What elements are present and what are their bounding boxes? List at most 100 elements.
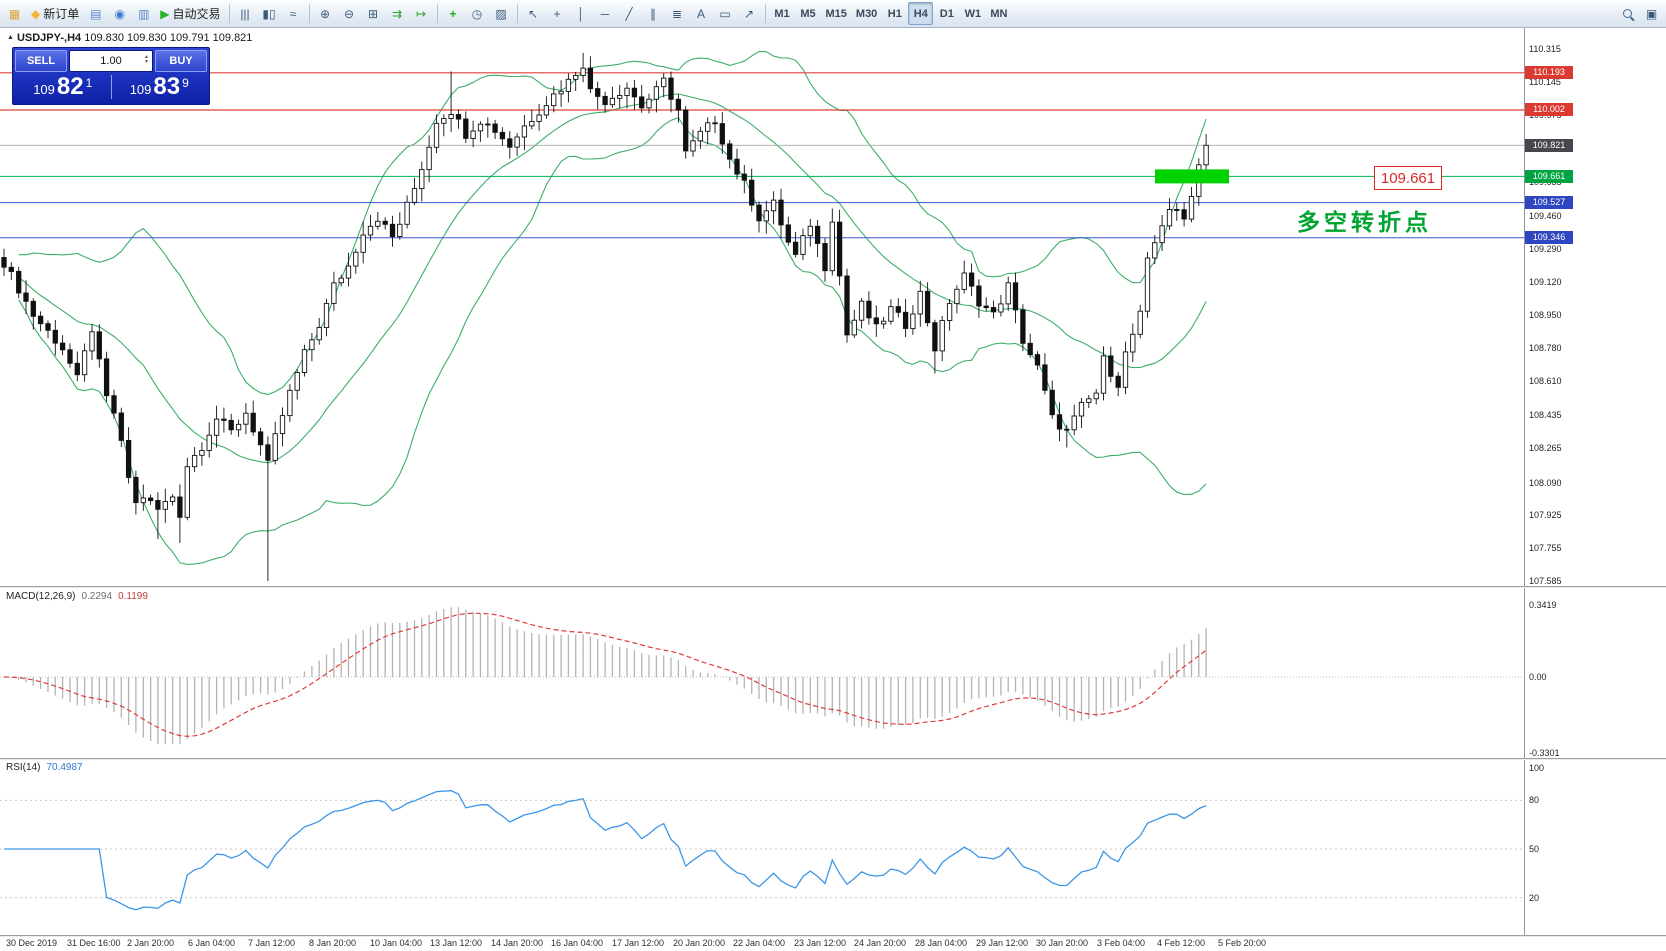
rsi-line [4,790,1207,911]
price-badge-110.193: 110.193 [1525,66,1573,79]
price-axis-label: 107.585 [1529,576,1562,586]
trendline-button[interactable]: ╱ [618,2,641,25]
macd-value: 0.2294 [81,591,113,602]
timeframe-m15-button[interactable]: M15 [822,2,851,25]
line-chart-icon: ≈ [289,6,297,21]
timeframe-h4-button[interactable]: H4 [908,2,934,25]
text-icon: A [696,6,705,21]
rsi-label: RSI(14) 70.4987 [6,762,83,773]
spinner-down-icon[interactable]: ▼ [144,59,149,65]
line-chart-button[interactable]: ≈ [282,2,305,25]
buy-button[interactable]: BUY [155,50,207,72]
auto-trading-icon: ▶ [160,6,170,21]
vertical-line-button[interactable]: │ [570,2,593,25]
periods-button[interactable]: ◷ [466,2,489,25]
auto-scroll-button[interactable]: ⇉ [386,2,409,25]
arrows-icon: ↗ [743,6,755,21]
cursor-icon: ↖ [527,6,539,21]
buy-price[interactable]: 109 83 9 [112,75,208,99]
pane-splitter-rsi[interactable] [0,758,1666,760]
search-button[interactable] [1616,2,1639,25]
zoom-out-button[interactable]: ⊖ [338,2,361,25]
volume-input[interactable]: 1.00 ▲ ▼ [69,50,153,72]
price-axis-label: 109.460 [1529,211,1562,221]
chart-shift-button[interactable]: ↦ [410,2,433,25]
sell-price-sup: 1 [85,76,93,90]
chart-symbol: USDJPY-,H4 [16,32,82,44]
sell-price[interactable]: 109 82 1 [15,75,111,99]
price-flag-annotation[interactable]: 109.661 [1374,166,1442,190]
chart-title: ▲ USDJPY-,H4 109.830 109.830 109.791 109.… [7,32,252,44]
price-axis-label: 110.315 [1529,44,1561,54]
timeframe-h1-button[interactable]: H1 [882,2,907,25]
arrows-button[interactable]: ↗ [738,2,761,25]
pane-splitter-macd[interactable] [0,586,1666,588]
timeframe-m1-button[interactable]: M1 [770,2,795,25]
auto-scroll-icon: ⇉ [391,6,403,21]
zoom-in-icon: ⊕ [319,6,331,21]
time-axis-label: 5 Feb 20:00 [1218,938,1267,948]
time-axis-label: 2 Jan 20:00 [127,938,175,948]
volume-value: 1.00 [100,55,122,67]
price-badge-109.661: 109.661 [1525,170,1573,183]
market-watch-button[interactable]: ◉ [108,2,131,25]
time-axis-label: 16 Jan 04:00 [551,938,604,948]
bar-chart-icon: ||| [240,6,250,21]
price-axis-label: 108.090 [1529,478,1562,488]
timeframe-w1-button[interactable]: W1 [960,2,985,25]
volume-spinner[interactable]: ▲ ▼ [144,55,149,65]
macd-name: MACD(12,26,9) [6,591,76,602]
crosshair-button[interactable]: + [546,2,569,25]
text-button[interactable]: A [690,2,713,25]
rsi-axis-label: 50 [1529,844,1540,854]
horizontal-line-button[interactable]: ─ [594,2,617,25]
market-watch-icon: ◉ [114,6,125,21]
time-axis-label: 3 Feb 04:00 [1097,938,1146,948]
auto-trading-button[interactable]: ▶ 自动交易 [156,2,224,25]
profiles-icon: ▤ [90,6,102,21]
fibonacci-button[interactable]: ≣ [666,2,689,25]
buy-price-main: 83 [153,73,181,100]
zoom-in-button[interactable]: ⊕ [314,2,337,25]
timeframe-m30-button[interactable]: M30 [852,2,881,25]
price-badge-110.002: 110.002 [1525,103,1573,116]
spinner-up-icon[interactable]: ▲ [144,54,149,60]
label-icon: ▭ [719,6,731,21]
price-badge-109.346: 109.346 [1525,231,1573,244]
cursor-button[interactable]: ↖ [522,2,545,25]
timeframe-d1-button[interactable]: D1 [934,2,959,25]
crosshair-icon: + [553,6,561,21]
bar-chart-button[interactable]: ||| [234,2,257,25]
time-axis-label: 14 Jan 20:00 [491,938,544,948]
candlestick-chart-icon: ▮▯ [262,6,276,21]
tile-windows-button[interactable]: ⊞ [362,2,385,25]
profiles-button[interactable]: ▤ [84,2,107,25]
indicators-button[interactable]: + [442,2,465,25]
templates-button[interactable]: ▨ [490,2,513,25]
toolbar-separator [516,4,518,23]
chart-window-button[interactable]: ▦ [3,2,26,25]
chart-ohlc: 109.830 109.830 109.791 109.821 [84,32,253,44]
rsi-axis-label: 20 [1529,893,1540,903]
time-axis-label: 24 Jan 20:00 [854,938,907,948]
new-order-button[interactable]: ◆ 新订单 [27,2,83,25]
candlestick-chart-button[interactable]: ▮▯ [258,2,281,25]
channel-button[interactable]: ∥ [642,2,665,25]
new-chart-button[interactable]: ▣ [1640,2,1663,25]
candles-series [1,52,1209,581]
timeframe-m5-button[interactable]: M5 [796,2,821,25]
collapse-one-click-icon[interactable]: ▲ [7,34,14,41]
label-button[interactable]: ▭ [714,2,737,25]
time-axis-label: 6 Jan 04:00 [188,938,236,948]
main-pane [0,50,1524,581]
bollinger-bands [18,50,1207,565]
rsi-axis-label: 80 [1529,795,1540,805]
pivot-note-annotation[interactable]: 多空转折点 [1297,209,1432,235]
data-window-button[interactable]: ▥ [132,2,155,25]
time-axis-label: 28 Jan 04:00 [915,938,968,948]
price-axis-label: 110.145 [1529,77,1561,87]
sell-button[interactable]: SELL [15,50,67,72]
zoom-out-icon: ⊖ [343,6,355,21]
timeframe-mn-button[interactable]: MN [986,2,1011,25]
